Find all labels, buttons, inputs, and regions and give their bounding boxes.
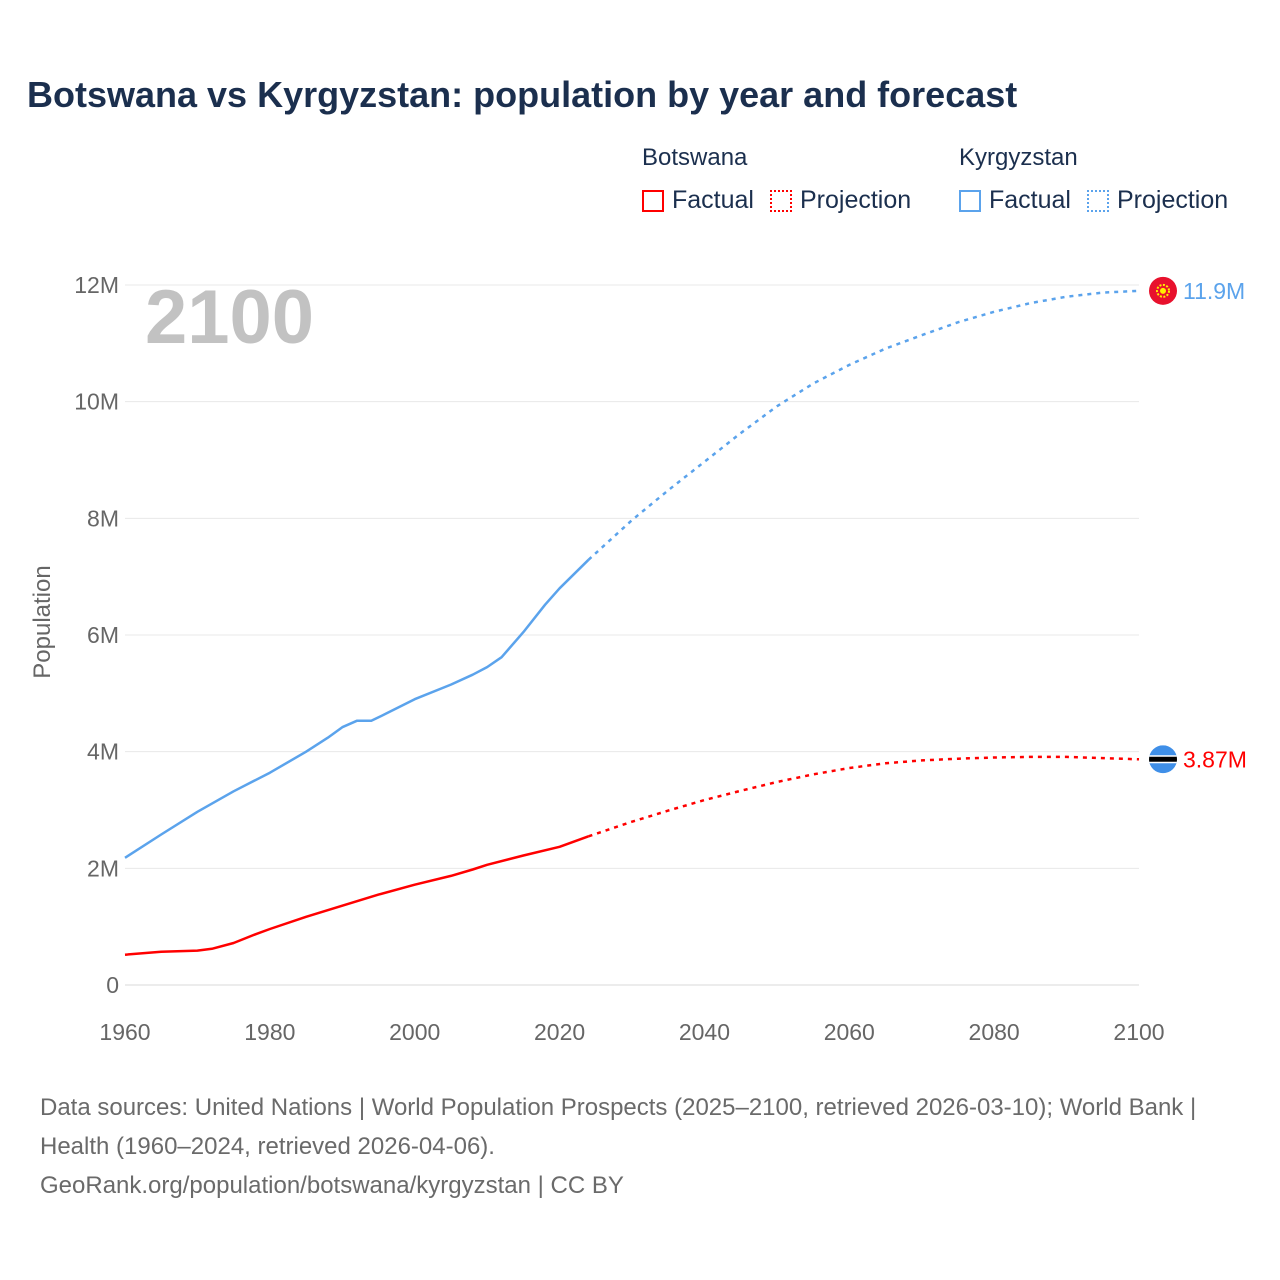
y-tick-label: 4M <box>87 739 119 765</box>
legend-item-kyrgyzstan-factual[interactable]: Factual <box>959 186 1071 215</box>
y-tick-label: 6M <box>87 622 119 648</box>
legend-swatch-solid <box>642 189 664 212</box>
x-tick-label: 2000 <box>389 1019 440 1045</box>
legend-row-kyrgyzstan: Factual Projection <box>959 186 1244 215</box>
legend-group-botswana: Botswana <box>642 144 748 171</box>
y-tick-label: 8M <box>87 505 119 531</box>
year-watermark: 2100 <box>145 275 314 360</box>
x-tick-label: 1960 <box>99 1019 150 1045</box>
x-tick-label: 2100 <box>1113 1019 1164 1045</box>
footer-sources: Data sources: United Nations | World Pop… <box>40 1094 1197 1160</box>
legend-row-botswana: Factual Projection <box>642 186 927 215</box>
legend-swatch-dotted <box>1086 189 1109 212</box>
footer: Data sources: United Nations | World Pop… <box>40 1088 1240 1205</box>
legend-label: Factual <box>672 186 754 214</box>
line-botswana-factual <box>124 835 589 956</box>
x-tick-label: 2060 <box>824 1019 875 1045</box>
x-tick-label: 2080 <box>969 1019 1020 1045</box>
legend-swatch-dotted <box>769 189 792 212</box>
legend-group-kyrgyzstan: Kyrgyzstan <box>959 144 1078 171</box>
legend-swatch-solid <box>959 189 981 212</box>
botswana-flag-icon <box>1149 745 1177 774</box>
legend-item-kyrgyzstan-projection[interactable]: Projection <box>1086 186 1229 215</box>
y-tick-label: 0 <box>106 972 119 998</box>
legend-label: Projection <box>799 186 912 214</box>
x-tick-label: 1980 <box>244 1019 295 1045</box>
footer-link[interactable]: GeoRank.org/population/botswana/kyrgyzst… <box>40 1172 624 1199</box>
line-botswana-projection <box>588 755 1140 838</box>
x-tick-label: 2020 <box>534 1019 585 1045</box>
end-label-kyrgyzstan: 11.9M <box>1183 278 1245 304</box>
x-tick-label: 2040 <box>679 1019 730 1045</box>
legend-item-botswana-projection[interactable]: Projection <box>769 186 912 215</box>
y-tick-label: 12M <box>74 272 119 298</box>
line-kyrgyzstan-factual <box>124 558 590 859</box>
y-tick-label: 10M <box>74 389 119 415</box>
line-kyrgyzstan-projection <box>587 289 1140 561</box>
y-tick-label: 2M <box>87 855 119 881</box>
kyrgyzstan-flag-icon <box>1149 276 1177 305</box>
legend-label: Projection <box>1116 186 1229 214</box>
y-axis-label: Population <box>29 565 56 678</box>
legend-label: Factual <box>989 186 1071 214</box>
chart-title: Botswana vs Kyrgyzstan: population by ye… <box>27 74 1018 115</box>
end-label-botswana: 3.87M <box>1183 746 1247 772</box>
legend-item-botswana-factual[interactable]: Factual <box>642 186 754 215</box>
